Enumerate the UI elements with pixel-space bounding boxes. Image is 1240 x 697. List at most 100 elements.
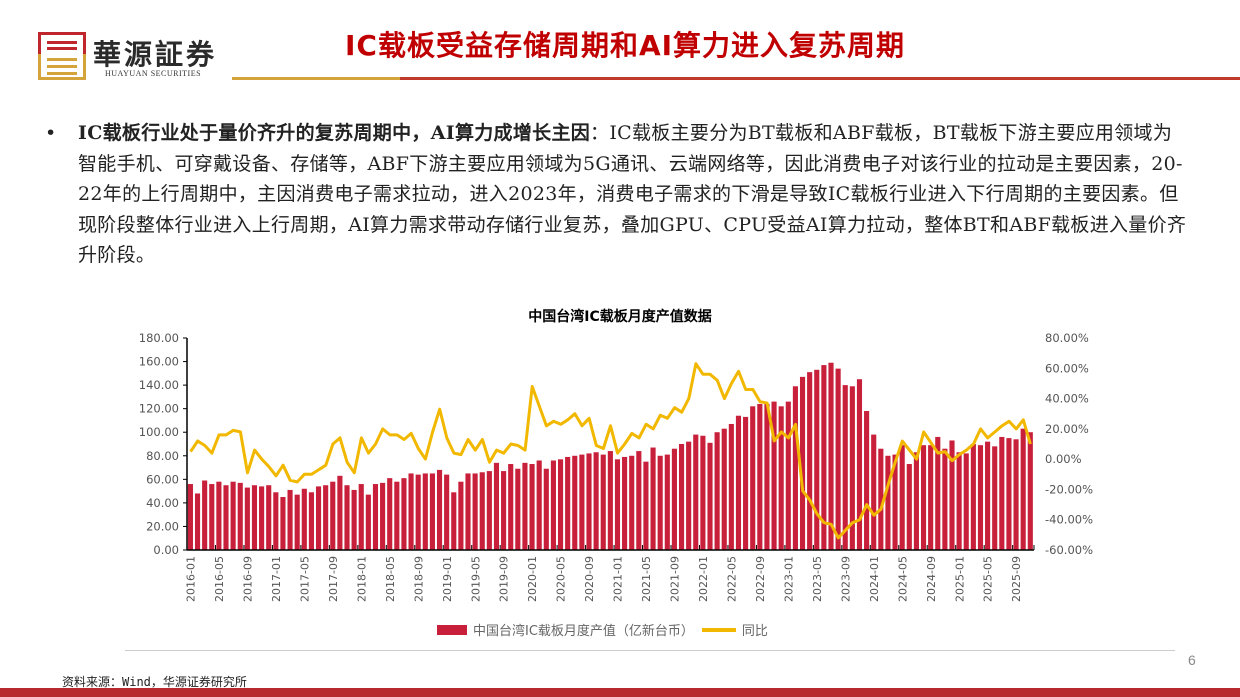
- bar: [187, 484, 193, 550]
- bar: [501, 471, 507, 550]
- x-tick-label: 2016-05: [213, 556, 226, 602]
- bar: [928, 445, 934, 550]
- x-tick-label: 2022-05: [726, 556, 739, 602]
- bar: [372, 484, 379, 550]
- bar: [266, 485, 272, 550]
- y-left-tick-label: 160.00: [139, 355, 179, 369]
- bullet-icon: •: [45, 122, 57, 144]
- x-tick-label: 2021-05: [640, 556, 653, 602]
- bar: [287, 489, 293, 550]
- bar: [913, 452, 919, 550]
- x-tick-label: 2021-01: [612, 556, 625, 602]
- y-left-tick-label: 120.00: [139, 402, 179, 416]
- bar: [899, 445, 905, 550]
- bar: [308, 492, 314, 550]
- bar: [935, 436, 941, 550]
- x-tick-label: 2021-09: [669, 556, 682, 602]
- bar: [508, 464, 514, 550]
- brand-name-en: HUAYUAN SECURITIES: [105, 69, 202, 78]
- combo-chart: 0.00 20.00 40.00 60.00 80.00 100.00 120.00 140.…: [139, 331, 1093, 602]
- legend-line-label: 同比: [741, 624, 768, 639]
- bar: [743, 416, 749, 550]
- bar: [700, 435, 706, 550]
- y-left-tick-label: 80.00: [146, 449, 179, 463]
- bar: [251, 485, 258, 550]
- bar: [550, 460, 556, 550]
- x-tick-label: 2019-05: [469, 556, 482, 602]
- x-tick-label: 2023-05: [811, 556, 824, 602]
- x-tick-label: 2016-09: [242, 556, 255, 602]
- footer-rule: [125, 650, 1175, 651]
- x-tick-label: 2025-09: [1010, 556, 1023, 602]
- bar: [828, 362, 834, 550]
- y-left-tick-label: 100.00: [139, 425, 179, 439]
- bar: [885, 455, 891, 550]
- bar: [650, 447, 656, 550]
- x-tick-label: 2018-01: [355, 556, 368, 602]
- source-note: 资料来源：Wind，华源证券研究所: [62, 675, 247, 689]
- bar: [686, 441, 692, 550]
- bar: [792, 386, 798, 550]
- x-tick-label: 2019-01: [441, 556, 454, 602]
- bar: [1013, 439, 1019, 550]
- bar: [522, 462, 528, 550]
- bar: [721, 428, 727, 550]
- bar: [451, 492, 457, 550]
- x-tick-label: 2016-01: [185, 556, 198, 602]
- bar: [977, 445, 984, 550]
- bar: [216, 481, 222, 550]
- page-number: 6: [1188, 652, 1196, 668]
- bar: [315, 486, 322, 550]
- body-text: ：IC载板主要分为BT载板和ABF载板，BT载板下游主要应用领域为智能手机、可穿…: [78, 122, 1187, 266]
- y-left-tick-label: 0.00: [153, 543, 179, 557]
- x-tick-label: 2020-09: [583, 556, 596, 602]
- bar: [856, 379, 863, 550]
- bar: [771, 401, 777, 550]
- bar: [657, 455, 663, 550]
- bar: [415, 474, 421, 550]
- x-tick-label: 2019-09: [498, 556, 511, 602]
- x-tick-label: 2018-05: [384, 556, 397, 602]
- bar: [202, 480, 208, 550]
- x-tick-label: 2017-01: [270, 556, 283, 602]
- legend-bar-label: 中国台湾IC载板月度产值（亿新台币）: [473, 624, 694, 639]
- bar: [237, 482, 243, 550]
- bar: [280, 497, 286, 550]
- bar: [714, 432, 720, 550]
- bar: [586, 453, 592, 550]
- y-right-tick-label: 0.00%: [1045, 452, 1082, 466]
- x-tick-label: 2023-01: [782, 556, 795, 602]
- bar: [764, 403, 770, 550]
- bar: [294, 494, 300, 550]
- brand-name-cn: 華源証券: [93, 38, 218, 71]
- bar: [821, 365, 827, 550]
- bar: [799, 376, 806, 550]
- bar: [223, 485, 229, 550]
- x-tick-label: 2022-01: [697, 556, 710, 602]
- chart-legend: 中国台湾IC载板月度产值（亿新台币） 同比: [437, 620, 768, 639]
- bar: [963, 453, 969, 550]
- bar: [579, 454, 585, 550]
- bar: [643, 461, 649, 550]
- bar: [671, 448, 677, 550]
- bar: [849, 386, 855, 550]
- bar: [593, 452, 599, 550]
- bar: [486, 471, 492, 550]
- bar: [750, 406, 756, 550]
- bar: [807, 372, 813, 550]
- bar: [906, 464, 912, 550]
- bar: [707, 442, 713, 550]
- x-tick-label: 2017-05: [298, 556, 311, 602]
- x-tick-label: 2023-09: [839, 556, 852, 602]
- y-right-tick-label: 40.00%: [1045, 392, 1089, 406]
- y-right-tick-label: 60.00%: [1045, 361, 1089, 375]
- bar: [543, 468, 549, 550]
- y-left-tick-label: 60.00: [146, 472, 179, 486]
- bar: [607, 451, 613, 550]
- bar: [970, 444, 976, 550]
- header-rule-red: [400, 77, 1240, 80]
- header-rule-gold: [232, 77, 400, 80]
- bar: [344, 485, 350, 550]
- bar: [778, 406, 784, 550]
- bar: [878, 448, 884, 550]
